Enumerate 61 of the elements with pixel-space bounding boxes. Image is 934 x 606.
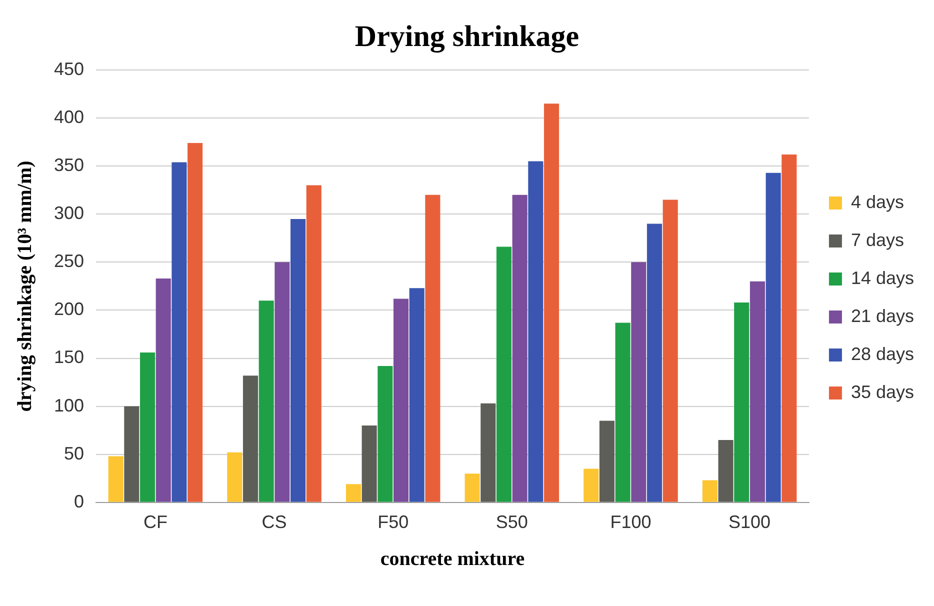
bar [274,262,290,502]
bar [409,288,424,502]
bar [584,468,599,502]
bar [702,480,718,502]
bar [362,426,377,502]
bar [512,194,528,502]
bar [544,104,560,502]
x-tick-label: F50 [378,512,409,532]
y-tick-label: 150 [54,347,84,368]
bar [188,143,203,502]
bar [425,194,440,502]
x-tick-label: S100 [728,512,771,532]
legend-label: 21 days [850,306,914,326]
bar [528,161,544,502]
x-tick-label: CF [143,512,168,532]
bar [378,366,393,502]
legend-label: 35 days [850,382,914,402]
y-tick-label: 400 [54,107,84,128]
bar [646,224,662,502]
y-tick-label: 450 [54,58,84,79]
y-tick-label: 0 [74,491,84,512]
bar [718,440,734,502]
legend-label: 28 days [850,344,914,364]
bar [766,172,781,502]
bar [496,246,512,502]
y-tick-label: 250 [54,251,84,272]
bar [227,452,242,502]
y-tick-label: 300 [54,203,84,224]
x-tick-label: S50 [496,512,528,532]
bar [750,281,765,502]
bar [782,154,797,502]
bar [124,406,140,502]
legend-label: 7 days [850,230,904,250]
y-tick-label: 200 [54,299,84,320]
bar [393,298,409,502]
chart-title: Drying shrinkage [354,20,580,53]
x-tick-label: F100 [610,512,652,532]
bar [615,322,630,502]
bar [242,376,258,502]
bar [464,474,480,502]
bar [599,420,614,502]
y-axis-title: drying shrinkage (10³ mm/m) [14,160,36,412]
bar [258,300,274,502]
x-axis-title: concrete mixture [380,548,525,570]
x-tick-label: CS [262,512,287,532]
bar [290,218,306,502]
bar [306,185,322,502]
y-tick-label: 100 [54,395,84,416]
bar [662,200,678,502]
legend-label: 14 days [850,268,914,288]
bar [734,302,750,502]
bar [346,484,361,502]
bar [631,262,646,502]
bar [480,403,496,502]
y-tick-label: 350 [54,155,84,176]
legend-label: 4 days [850,192,904,212]
bar [140,352,156,502]
y-tick-label: 50 [64,443,84,464]
bar [108,456,124,502]
bar [156,278,171,502]
bar [172,162,187,502]
